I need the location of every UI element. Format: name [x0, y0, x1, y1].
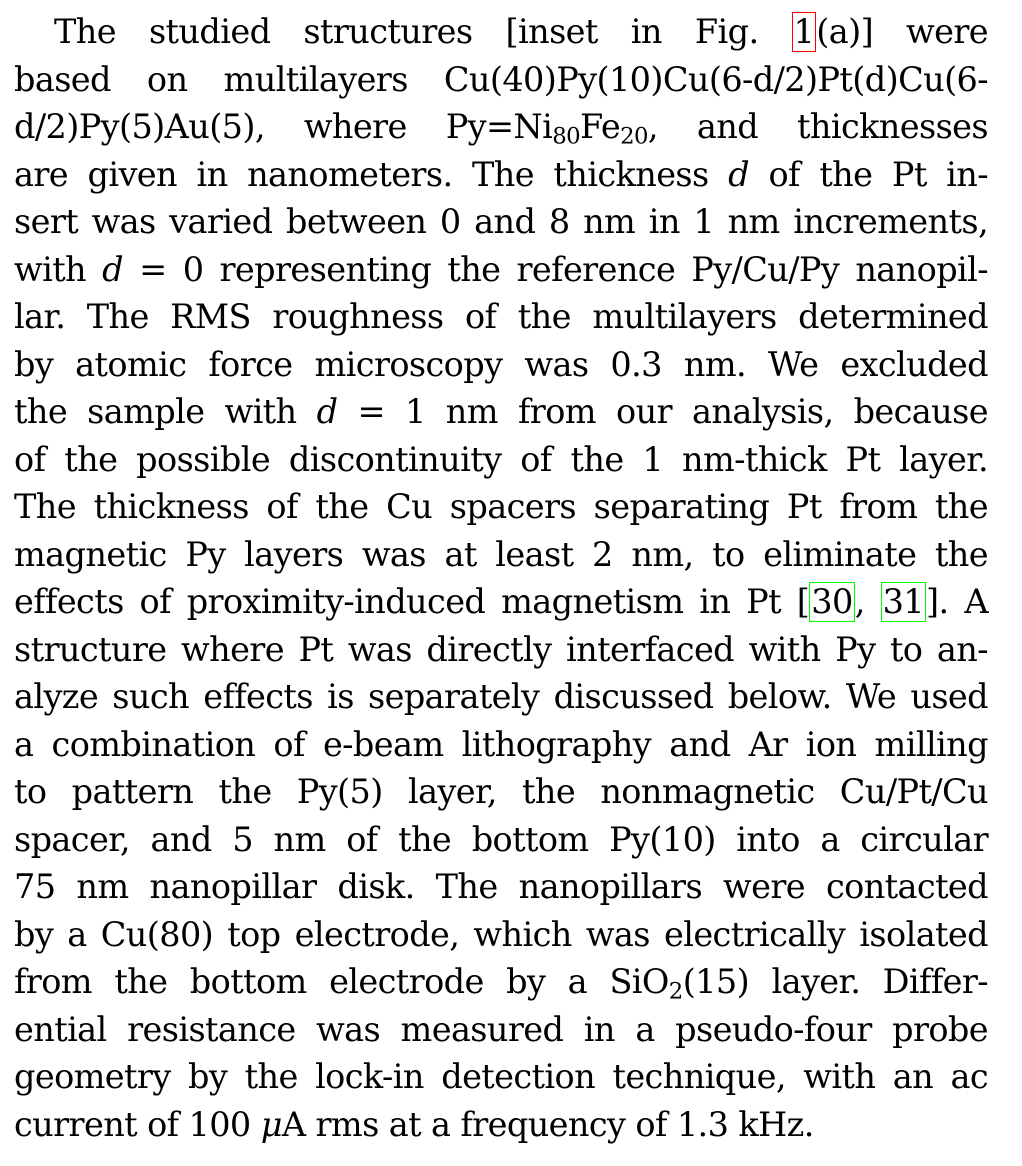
text-line-21: from the bottom electrode by a SiO2(15) …: [14, 958, 989, 1006]
text-segment: are given in nanometers. The thickness: [14, 154, 729, 194]
text-line-6: with d = 0 representing the reference Py…: [14, 246, 989, 294]
text-line-14: structure where Pt was directly interfac…: [14, 629, 989, 669]
text-segment: d/2)Py(5)Au(5), where Py=Ni: [14, 107, 553, 146]
text-segment: from the bottom electrode by a SiO: [14, 962, 669, 1001]
subscript: 2: [668, 978, 683, 1005]
figure-1-reference-link[interactable]: 1: [791, 12, 817, 52]
text-segment: of the Pt in-: [748, 154, 988, 194]
text-line-3: d/2)Py(5)Au(5), where Py=Ni80Fe20, and t…: [14, 103, 989, 151]
text-segment: Fe: [580, 107, 621, 146]
text-line-5: sert was varied between 0 and 8 nm in 1 …: [14, 202, 989, 241]
text-line-18: spacer, and 5 nm of the bottom Py(10) in…: [14, 819, 989, 859]
text-segment: = 1 nm from our analysis, because: [337, 392, 988, 431]
text-line-24: current of 100 μA rms at a frequency of …: [14, 1101, 988, 1149]
text-line-2: based on multilayers Cu(40)Py(10)Cu(6-d/…: [14, 59, 989, 99]
math-variable: d: [728, 154, 749, 194]
text-line-11: The thickness of the Cu spacers separati…: [14, 487, 989, 526]
text-line-22: ential resistance was measured in a pseu…: [14, 1009, 989, 1049]
math-variable: d: [102, 249, 123, 289]
text-line-10: of the possible discontinuity of the 1 n…: [14, 439, 989, 479]
text-line-19: 75 nm nanopillar disk. The nanopillars w…: [14, 867, 989, 906]
text-line-15: alyze such effects is separately discuss…: [14, 677, 989, 716]
subscript: 80: [552, 123, 581, 150]
text-segment: with: [14, 249, 103, 289]
text-line-12: magnetic Py layers was at least 2 nm, to…: [14, 534, 989, 574]
text-segment: ]. A: [926, 582, 989, 621]
text-segment: (15) layer. Differ-: [682, 962, 989, 1001]
text-segment: The studied structures [inset in Fig.: [54, 12, 792, 51]
math-variable: d: [316, 392, 338, 431]
subscript: 20: [620, 123, 648, 150]
text-segment: the sample with: [14, 392, 317, 431]
text-line-9: the sample with d = 1 nm from our analys…: [14, 388, 989, 436]
text-line-13: effects of proximity-induced magnetism i…: [14, 578, 989, 626]
text-line-16: a combination of e-beam lithography and …: [14, 724, 989, 764]
text-line-20: by a Cu(80) top electrode, which was ele…: [14, 914, 989, 954]
text-line-7: lar. The RMS roughness of the multilayer…: [14, 297, 989, 336]
paper-paragraph: The studied structures [inset in Fig. 1(…: [14, 8, 989, 1149]
text-segment: = 0 representing the reference Py/Cu/Py …: [123, 249, 988, 289]
math-symbol-mu: μ: [260, 1104, 283, 1144]
text-line-4: are given in nanometers. The thickness d…: [14, 151, 989, 199]
text-segment: effects of proximity-induced magnetism i…: [14, 582, 810, 621]
citation-30-link[interactable]: 30: [809, 582, 855, 622]
text-segment: ,: [854, 582, 881, 621]
text-line-23: geometry by the lock-in detection techni…: [14, 1057, 989, 1096]
text-line-1: The studied structures [inset in Fig. 1(…: [14, 8, 989, 56]
text-segment: A rms at a frequency of 1.3 kHz.: [281, 1104, 815, 1144]
text-segment: , and thicknesses: [647, 107, 989, 146]
text-line-8: by atomic force microscopy was 0.3 nm. W…: [14, 344, 989, 384]
citation-31-link[interactable]: 31: [880, 582, 927, 622]
text-segment: current of 100: [14, 1104, 261, 1144]
text-segment: (a)] were: [816, 12, 988, 51]
text-line-17: to pattern the Py(5) layer, the nonmagne…: [14, 772, 989, 811]
